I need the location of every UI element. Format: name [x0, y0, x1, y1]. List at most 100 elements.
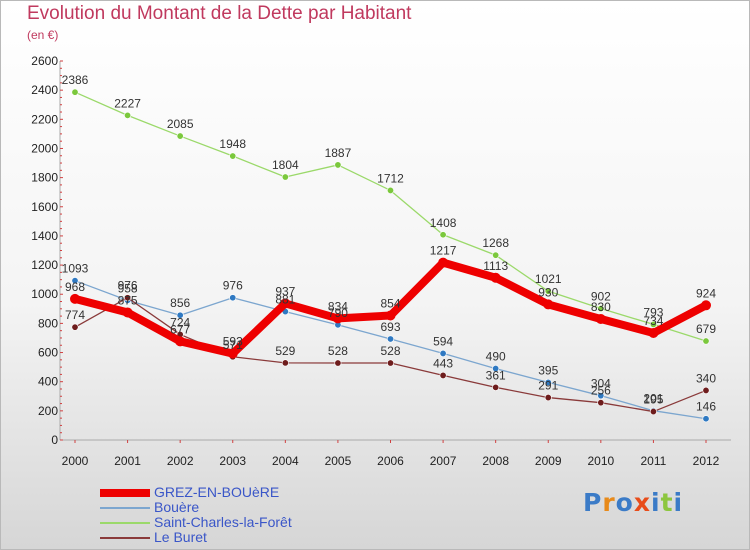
x-tick-label: 2006	[377, 454, 404, 468]
x-tick-label: 2012	[693, 454, 720, 468]
page-title: Evolution du Montant de la Dette par Hab…	[27, 3, 412, 24]
data-label: 304	[591, 377, 611, 391]
data-point	[439, 349, 447, 357]
data-label: 1217	[430, 244, 457, 258]
data-label: 256	[591, 384, 611, 398]
data-point	[385, 310, 396, 321]
data-point	[649, 320, 657, 328]
data-label: 1021	[535, 272, 562, 286]
data-label: 976	[118, 279, 138, 293]
data-label: 881	[275, 293, 295, 307]
data-point	[229, 294, 237, 302]
data-label: 693	[380, 320, 400, 334]
x-tick-label: 2002	[167, 454, 194, 468]
logo-letter: r	[602, 488, 616, 517]
y-tick-label: 2400	[31, 83, 58, 97]
y-tick-label: 1600	[31, 200, 58, 214]
data-label: 1268	[482, 236, 509, 250]
data-point	[597, 399, 605, 407]
data-label: 976	[223, 279, 243, 293]
data-point	[334, 161, 342, 169]
data-label: 201	[643, 392, 663, 406]
data-label: 1113	[483, 259, 508, 273]
data-label: 924	[696, 286, 716, 300]
y-tick-label: 1400	[31, 229, 58, 243]
data-label: 1712	[377, 171, 404, 185]
x-tick-label: 2008	[482, 454, 509, 468]
x-tick-label: 2000	[62, 454, 89, 468]
y-tick-label: 1800	[31, 171, 58, 185]
x-tick-label: 2003	[219, 454, 246, 468]
data-label: 875	[118, 293, 138, 307]
data-label: 854	[380, 297, 400, 311]
data-label: 774	[65, 308, 85, 322]
data-point	[176, 311, 184, 319]
data-point	[71, 323, 79, 331]
data-point	[649, 408, 657, 416]
data-point	[439, 231, 447, 239]
page-subtitle: (en €)	[27, 28, 59, 42]
x-tick-label: 2005	[325, 454, 352, 468]
legend-swatch	[100, 485, 150, 500]
data-point	[702, 415, 710, 423]
legend-label: Le Buret	[154, 529, 207, 545]
data-label: 930	[538, 285, 558, 299]
data-label: 937	[275, 284, 295, 298]
legend-label: Saint-Charles-la-Forêt	[154, 514, 292, 530]
data-label: 724	[170, 315, 190, 329]
data-point	[175, 336, 186, 347]
data-point	[124, 294, 132, 302]
data-point	[438, 257, 449, 268]
data-point	[701, 300, 711, 311]
data-point	[492, 251, 500, 259]
data-point	[71, 88, 79, 96]
data-point	[229, 152, 237, 160]
data-label: 2227	[114, 96, 141, 110]
data-point	[595, 314, 606, 325]
data-point	[386, 186, 394, 194]
chart-series	[70, 88, 711, 423]
data-label: 734	[643, 314, 663, 328]
proxiti-logo: Proxiti	[583, 488, 683, 517]
data-point	[702, 337, 710, 345]
y-tick-label: 1000	[31, 287, 58, 301]
logo-letter: P	[583, 488, 603, 517]
x-tick-label: 2009	[535, 454, 562, 468]
data-label: 1887	[325, 146, 352, 160]
data-label: 146	[696, 400, 716, 414]
data-point	[648, 328, 659, 339]
y-tick-label: 400	[38, 375, 58, 389]
data-label: 793	[643, 305, 663, 319]
y-tick-label: 2000	[31, 141, 58, 155]
data-point	[544, 287, 552, 295]
x-tick-label: 2011	[641, 454, 667, 468]
data-label: 291	[538, 379, 558, 393]
data-label: 834	[328, 299, 348, 313]
data-label: 968	[65, 280, 85, 294]
legend-swatch	[100, 530, 150, 545]
data-label: 856	[170, 296, 190, 310]
data-label: 2085	[167, 117, 194, 131]
data-point	[386, 335, 394, 343]
y-tick-label: 800	[38, 316, 58, 330]
data-label: 830	[591, 300, 611, 314]
data-label: 1804	[272, 158, 299, 172]
data-point	[280, 298, 291, 309]
data-label: 677	[170, 322, 190, 336]
data-point	[71, 277, 79, 285]
data-point	[702, 386, 710, 394]
data-label: 593	[223, 335, 243, 349]
legend-swatch	[100, 515, 150, 530]
data-label: 958	[118, 281, 138, 295]
data-label: 528	[380, 344, 400, 358]
logo-letter: t	[660, 488, 674, 517]
x-tick-label: 2007	[430, 454, 457, 468]
y-tick-label: 600	[38, 346, 58, 360]
data-label: 571	[223, 338, 243, 352]
data-point	[439, 371, 447, 379]
data-label: 1408	[430, 216, 457, 230]
legend-label: GREZ-EN-BOUèRE	[154, 484, 280, 500]
logo-letter: x	[633, 488, 651, 517]
